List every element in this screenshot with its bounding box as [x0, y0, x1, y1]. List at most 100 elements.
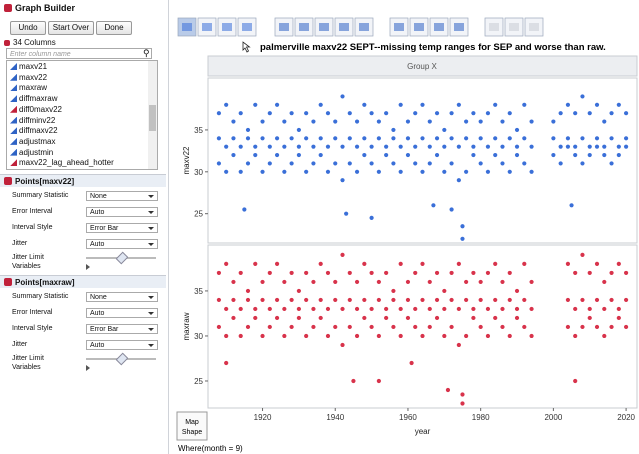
column-item[interactable]: diffmaxraw: [10, 94, 58, 103]
data-point: [362, 136, 367, 141]
column-item[interactable]: maxraw: [10, 83, 47, 92]
data-point: [304, 270, 309, 276]
jitter-slider-thumb[interactable]: [115, 352, 129, 366]
data-point: [376, 297, 381, 303]
data-point: [362, 102, 367, 107]
column-item[interactable]: diffminv22: [10, 116, 55, 125]
chart-type-glyph: [529, 23, 539, 31]
option-dropdown[interactable]: Auto: [86, 340, 158, 350]
data-point: [391, 127, 396, 133]
data-point: [616, 306, 621, 312]
data-point: [282, 306, 287, 312]
data-point: [384, 144, 389, 149]
data-point: [384, 111, 389, 116]
jitter-slider-thumb[interactable]: [115, 251, 129, 265]
data-point: [325, 144, 331, 149]
data-point: [456, 178, 461, 183]
search-box[interactable]: Enter column name: [6, 48, 152, 59]
data-point: [245, 324, 251, 330]
data-point: [347, 136, 352, 141]
data-point: [296, 306, 301, 312]
data-point: [602, 306, 607, 312]
data-point: [456, 102, 461, 107]
start-over-button[interactable]: Start Over: [48, 21, 94, 35]
option-dropdown[interactable]: Error Bar: [86, 324, 158, 334]
data-point: [529, 119, 534, 124]
data-point: [580, 161, 585, 166]
variables-toggle[interactable]: [86, 365, 93, 371]
group-x-zone[interactable]: [207, 55, 638, 77]
data-point: [289, 270, 294, 276]
data-point: [231, 315, 236, 321]
data-point: [304, 136, 309, 141]
map-shape-zone[interactable]: [176, 411, 208, 441]
data-point: [224, 144, 229, 149]
column-item[interactable]: diff0maxv22: [10, 105, 62, 114]
option-dropdown[interactable]: Error Bar: [86, 223, 158, 233]
data-point: [369, 306, 374, 312]
window-title: Graph Builder: [4, 3, 75, 13]
chart-type-glyph: [279, 23, 289, 31]
data-point: [471, 152, 476, 158]
option-dropdown[interactable]: Auto: [86, 207, 158, 217]
jitter-limit-label: Jitter Limit: [12, 254, 44, 261]
scrollbar[interactable]: [148, 61, 157, 169]
data-point: [427, 279, 432, 285]
data-point: [282, 119, 287, 124]
data-point: [464, 279, 469, 285]
data-point: [522, 324, 527, 330]
data-point: [464, 169, 469, 174]
section-title-text: Points[maxraw]: [15, 278, 75, 287]
data-point: [594, 324, 600, 330]
column-item[interactable]: adjustmax: [10, 137, 55, 146]
done-button[interactable]: Done: [96, 21, 132, 35]
column-item[interactable]: maxv21: [10, 62, 47, 71]
data-point: [529, 169, 534, 174]
data-point: [420, 333, 425, 339]
column-item[interactable]: maxv22_lag_ahead_hotter: [10, 158, 114, 167]
variables-label: Variables: [12, 263, 41, 270]
data-point: [522, 102, 527, 107]
data-point: [442, 169, 447, 174]
data-point: [216, 297, 222, 303]
option-dropdown[interactable]: None: [86, 292, 158, 302]
option-dropdown[interactable]: Auto: [86, 239, 158, 249]
data-point: [409, 360, 414, 366]
data-point: [369, 270, 374, 276]
column-item[interactable]: adjustmin: [10, 148, 53, 157]
data-point: [471, 306, 476, 312]
scroll-thumb[interactable]: [149, 105, 156, 131]
option-dropdown[interactable]: None: [86, 191, 158, 201]
data-point: [347, 111, 352, 116]
search-icon[interactable]: ⚲: [143, 48, 150, 58]
column-item[interactable]: diffmaxv22: [10, 126, 58, 135]
data-point: [311, 324, 316, 330]
variables-toggle[interactable]: [86, 264, 93, 270]
x-tick-label: 1980: [472, 413, 490, 422]
data-point: [274, 102, 280, 107]
data-point: [267, 161, 272, 166]
data-point: [449, 207, 454, 212]
undo-button[interactable]: Undo: [10, 21, 46, 35]
data-point: [224, 333, 229, 339]
data-point: [471, 270, 476, 276]
collapse-toggle[interactable]: [4, 177, 12, 185]
data-point: [238, 144, 243, 149]
data-point: [565, 144, 571, 149]
data-point: [354, 144, 360, 149]
section-title: Points[maxraw]: [4, 278, 75, 287]
column-item[interactable]: maxv22: [10, 73, 47, 82]
data-point: [573, 306, 578, 312]
option-dropdown[interactable]: Auto: [86, 308, 158, 318]
data-point: [442, 333, 447, 339]
collapse-toggle[interactable]: [4, 278, 12, 286]
data-point: [362, 261, 367, 267]
data-point: [460, 392, 465, 397]
data-point: [434, 315, 440, 321]
jitter-limit-label: Jitter Limit: [12, 355, 44, 362]
data-point: [507, 111, 512, 116]
data-point: [500, 161, 505, 166]
data-point: [224, 102, 229, 107]
data-point: [289, 136, 294, 141]
data-point: [354, 333, 360, 339]
